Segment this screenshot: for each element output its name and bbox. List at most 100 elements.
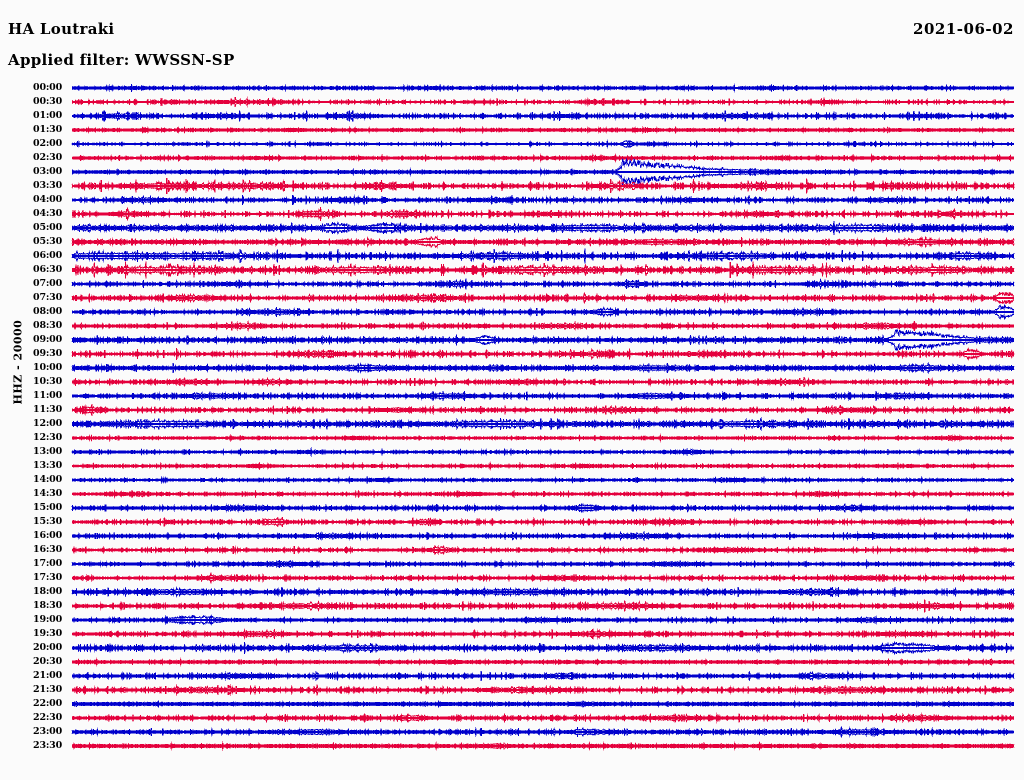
seismic-trace xyxy=(71,605,1015,613)
time-label: 11:30 xyxy=(33,404,62,415)
time-label: 03:00 xyxy=(33,166,62,177)
seismic-trace xyxy=(71,114,1015,122)
time-label: 19:00 xyxy=(33,614,62,625)
seismic-trace xyxy=(71,674,1015,682)
seismic-trace xyxy=(71,158,1015,174)
seismic-trace xyxy=(71,212,1015,221)
seismic-trace xyxy=(71,408,1015,416)
seismic-trace xyxy=(71,628,1015,636)
time-label: 04:00 xyxy=(33,194,62,205)
time-label: 09:30 xyxy=(33,348,62,359)
time-label: 08:30 xyxy=(33,320,62,331)
time-label: 01:00 xyxy=(33,110,62,121)
seismic-trace xyxy=(71,535,1015,542)
seismic-trace xyxy=(71,110,1015,118)
seismic-trace xyxy=(71,319,1015,327)
time-label: 20:30 xyxy=(33,656,62,667)
time-label: 05:30 xyxy=(33,236,62,247)
seismic-trace xyxy=(71,170,1015,186)
seismic-trace xyxy=(71,83,1015,90)
seismic-trace xyxy=(71,241,1015,249)
seismic-trace xyxy=(71,416,1015,425)
seismic-trace xyxy=(71,450,1015,458)
seismic-trace xyxy=(71,489,1015,496)
seismic-trace xyxy=(71,339,1015,352)
seismic-trace xyxy=(71,683,1015,692)
seismic-trace xyxy=(71,562,1015,570)
time-label: 22:00 xyxy=(33,698,62,709)
seismic-trace xyxy=(71,139,1015,146)
time-label: 21:30 xyxy=(33,684,62,695)
time-label: 19:30 xyxy=(33,628,62,639)
time-label: 11:00 xyxy=(33,390,62,401)
time-label: 21:00 xyxy=(33,670,62,681)
seismic-trace xyxy=(71,475,1015,481)
seismic-trace xyxy=(71,688,1015,697)
seismic-trace xyxy=(71,248,1015,257)
seismic-trace xyxy=(71,178,1015,188)
time-label: 20:00 xyxy=(33,642,62,653)
time-label: 23:00 xyxy=(33,726,62,737)
seismic-trace xyxy=(71,296,1015,305)
seismic-trace xyxy=(71,394,1015,402)
applied-filter-label: Applied filter: WWSSN-SP xyxy=(8,51,235,69)
trace-canvas xyxy=(71,83,1015,752)
seismic-trace xyxy=(71,586,1015,594)
recording-date: 2021-06-02 xyxy=(913,20,1014,38)
seismic-trace xyxy=(71,465,1015,471)
seismic-trace xyxy=(71,86,1015,93)
time-label: 13:00 xyxy=(33,446,62,457)
time-label: 00:00 xyxy=(33,82,62,93)
time-label: 17:00 xyxy=(33,558,62,569)
seismic-trace xyxy=(71,142,1015,149)
station-title: HA Loutraki xyxy=(8,20,115,38)
seismic-trace xyxy=(71,745,1015,752)
seismic-trace xyxy=(71,726,1015,733)
seismic-trace xyxy=(71,740,1015,747)
seismic-trace xyxy=(71,461,1015,467)
time-label: 18:30 xyxy=(33,600,62,611)
seismic-trace xyxy=(71,717,1015,724)
seismic-trace xyxy=(71,404,1015,412)
seismic-trace xyxy=(71,125,1015,131)
time-label: 07:00 xyxy=(33,278,62,289)
seismic-trace xyxy=(71,502,1015,510)
time-label: 02:30 xyxy=(33,152,62,163)
time-label: 09:00 xyxy=(33,334,62,345)
time-label: 17:30 xyxy=(33,572,62,583)
seismic-trace xyxy=(71,712,1015,719)
seismic-trace xyxy=(71,100,1015,108)
time-label: 07:30 xyxy=(33,292,62,303)
seismic-trace xyxy=(71,347,1015,356)
seismic-trace xyxy=(71,325,1015,333)
time-label: 22:30 xyxy=(33,712,62,723)
seismic-trace xyxy=(71,506,1015,514)
seismic-trace xyxy=(71,479,1015,485)
seismic-trace xyxy=(71,207,1015,216)
seismic-trace xyxy=(71,433,1015,440)
seismic-trace xyxy=(71,572,1015,580)
seismic-trace xyxy=(71,194,1015,202)
seismic-trace xyxy=(71,699,1015,705)
seismic-trace xyxy=(71,352,1015,361)
seismic-trace xyxy=(71,291,1015,300)
time-label: 06:30 xyxy=(33,264,62,275)
seismic-trace xyxy=(71,255,1015,264)
seismogram-plot: 00:00 00:30 01:00 01:30 02:00 02:30 03:00 03:30… xyxy=(0,78,1024,778)
seismic-trace xyxy=(71,282,1015,290)
seismic-trace xyxy=(71,423,1015,432)
seismic-trace xyxy=(71,268,1015,279)
time-label: 23:30 xyxy=(33,740,62,751)
seismic-trace xyxy=(71,544,1015,552)
seismic-trace xyxy=(71,278,1015,286)
time-label: 03:30 xyxy=(33,180,62,191)
seismic-trace xyxy=(71,576,1015,584)
time-label: 14:30 xyxy=(33,488,62,499)
seismic-trace xyxy=(71,304,1015,314)
time-label: 16:00 xyxy=(33,530,62,541)
seismic-trace xyxy=(71,376,1015,384)
seismic-trace xyxy=(71,156,1015,163)
seismic-trace xyxy=(71,310,1015,320)
time-label: 05:00 xyxy=(33,222,62,233)
